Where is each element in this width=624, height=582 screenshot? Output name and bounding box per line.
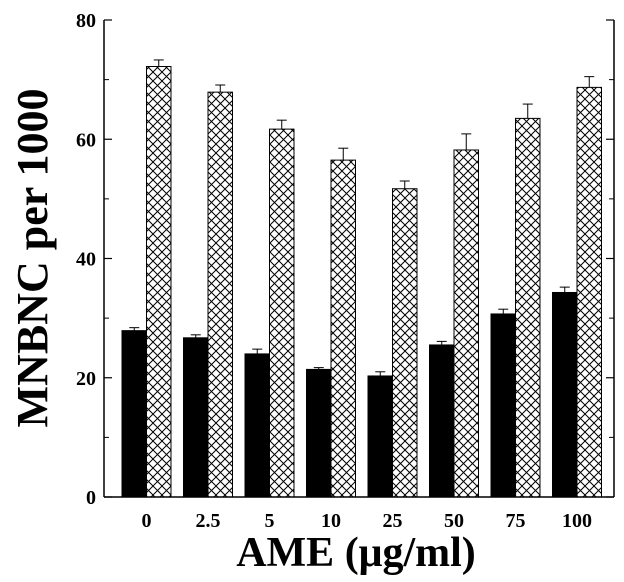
x-tick-label: 5 bbox=[265, 510, 275, 532]
y-tick-label: 40 bbox=[76, 249, 96, 271]
x-tick-label: 0 bbox=[142, 510, 152, 532]
bar-hatched bbox=[207, 91, 233, 498]
bar-hatched bbox=[269, 128, 295, 498]
bar-solid bbox=[490, 313, 516, 498]
bar-hatched bbox=[576, 86, 602, 498]
x-axis-label: AME (μg/ml) bbox=[236, 530, 476, 576]
bar-hatched bbox=[392, 188, 418, 498]
x-tick-label: 50 bbox=[444, 510, 464, 532]
bar-solid bbox=[552, 291, 578, 498]
bar-hatched bbox=[453, 149, 479, 498]
x-tick-label: 75 bbox=[506, 510, 526, 532]
y-axis-label: MNBNC per 1000 bbox=[8, 89, 57, 428]
bar-solid bbox=[429, 344, 455, 498]
y-tick-label: 60 bbox=[76, 129, 96, 151]
bar-solid bbox=[121, 330, 147, 498]
bar-hatched bbox=[330, 159, 356, 498]
x-tick-label: 2.5 bbox=[196, 510, 221, 532]
x-tick-label: 25 bbox=[383, 510, 403, 532]
y-tick-label: 20 bbox=[76, 368, 96, 390]
x-tick-label: 10 bbox=[321, 510, 341, 532]
bar-solid bbox=[183, 337, 209, 498]
bar-hatched bbox=[515, 117, 541, 498]
x-tick-label: 100 bbox=[562, 510, 592, 532]
y-tick-label: 80 bbox=[76, 10, 96, 32]
plot-area: 0 20 40 60 80 0 2.5 5 10 25 50 75 100 bbox=[76, 10, 615, 532]
bar-solid bbox=[306, 368, 332, 498]
bar-hatched bbox=[146, 66, 172, 498]
bar-solid bbox=[244, 353, 270, 498]
bar-solid bbox=[367, 375, 393, 498]
y-tick-label: 0 bbox=[86, 487, 96, 509]
